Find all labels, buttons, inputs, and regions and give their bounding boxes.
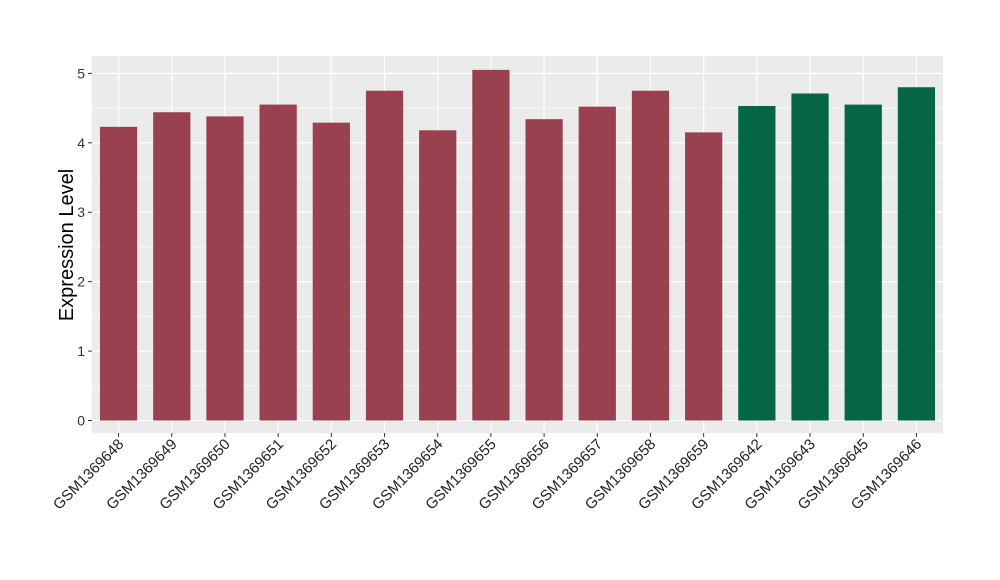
y-tick-label: 4 <box>77 135 85 151</box>
bar-GSM1369653 <box>365 90 404 421</box>
y-axis: 0 1 2 3 4 5 <box>77 65 92 429</box>
bar-GSM1369656 <box>525 119 563 421</box>
y-tick-label: 2 <box>77 274 85 290</box>
bar-GSM1369643 <box>791 93 829 421</box>
bar-GSM1369659 <box>685 132 723 421</box>
bar-GSM1369657 <box>578 106 616 421</box>
y-tick-label: 0 <box>77 413 85 429</box>
bar-GSM1369645 <box>844 104 882 421</box>
bars <box>99 69 936 421</box>
y-tick-label: 5 <box>77 65 85 81</box>
x-axis: GSM1369648GSM1369649GSM1369650GSM1369651… <box>50 433 925 513</box>
bar-GSM1369648 <box>99 126 138 421</box>
y-axis-title: Expression Level <box>56 169 78 321</box>
bar-GSM1369646 <box>897 87 936 421</box>
y-tick-label: 1 <box>77 343 85 359</box>
bar-GSM1369651 <box>259 104 297 421</box>
bar-GSM1369642 <box>738 105 776 421</box>
bar-GSM1369658 <box>631 90 670 421</box>
bar-GSM1369652 <box>312 122 350 421</box>
bar-GSM1369655 <box>472 69 510 421</box>
bar-GSM1369654 <box>419 130 457 421</box>
bar-GSM1369649 <box>153 112 191 421</box>
bar-GSM1369650 <box>206 116 244 421</box>
y-tick-label: 3 <box>77 204 85 220</box>
